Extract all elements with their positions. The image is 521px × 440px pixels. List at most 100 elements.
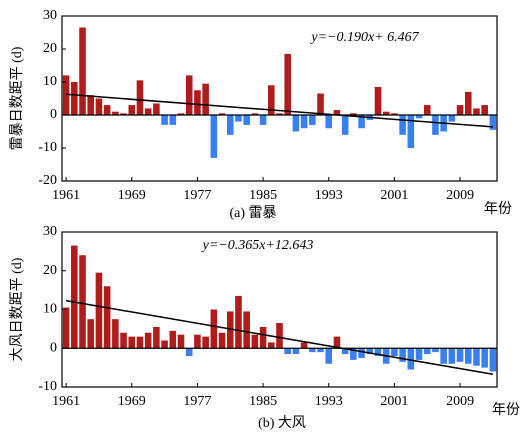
bar [153,326,160,349]
bar [374,348,382,356]
bar [62,75,70,115]
y-tick-label: 10 [43,74,57,89]
bar [432,348,439,353]
bar [251,334,259,349]
bar [144,108,152,115]
bar [481,348,488,368]
bar [268,342,275,349]
bar [153,103,160,115]
bar [259,115,267,125]
bar [103,286,111,349]
chart-title: (b) 大风 [258,415,306,431]
bar [112,319,119,349]
bar [350,348,357,360]
bar [87,95,95,115]
y-tick-label: -10 [38,379,57,394]
bar [432,115,439,135]
bar [489,348,497,372]
bar [350,113,357,115]
x-tick-label: 1977 [183,188,211,203]
bar [284,348,291,355]
bar [103,105,111,115]
bar [317,93,324,115]
bar [407,348,415,370]
bar [136,336,144,349]
bar [374,86,382,115]
y-tick-label: 30 [43,8,57,23]
bar [194,334,201,349]
bar [448,348,456,364]
bar [276,323,283,349]
bar [79,27,86,115]
y-axis-label: 雷暴日数距平 (d) [9,46,25,150]
bar [415,348,423,360]
x-tick-label: 2001 [380,188,408,203]
bar [292,348,300,355]
bar [309,115,316,125]
y-tick-label: 20 [43,41,57,56]
bar [358,348,365,358]
bar [456,348,464,362]
x-tick-label: 2001 [380,394,408,409]
bar [235,115,242,122]
bar [243,311,250,349]
bar [325,115,333,129]
bar [333,110,341,115]
bar [399,115,406,135]
bar [210,309,218,349]
bar [292,115,300,132]
bar [87,319,95,349]
y-tick-label: -20 [38,173,57,188]
bar [407,115,415,148]
bar [226,115,234,135]
x-tick-label: 1969 [118,188,146,203]
bar [226,311,234,349]
bar [259,326,267,349]
bar [169,330,177,349]
bar [325,348,333,364]
bar [464,348,472,364]
bar [71,245,78,349]
bar [423,105,431,115]
bar [235,295,242,349]
bar [136,80,144,115]
y-tick-label: 20 [43,263,57,278]
x-tick-label: 1961 [52,188,80,203]
bar [284,53,291,115]
bar [268,85,275,115]
x-tick-label: 1961 [52,394,80,409]
bar [473,108,480,115]
bar [276,113,283,115]
y-tick-label: 0 [50,340,57,355]
bar [194,90,201,115]
trend-line [65,299,494,375]
y-tick-label: 0 [50,107,57,122]
bar [341,115,349,135]
bar [169,115,177,125]
bar [185,75,193,115]
bar [423,348,431,355]
bar [251,113,259,115]
x-tick-label: 1977 [183,394,211,409]
bar [481,105,488,115]
bar [112,111,119,115]
x-tick-label: 1985 [249,394,277,409]
bar [95,272,103,349]
bar [202,336,209,349]
x-axis-label: 年份 [484,201,512,217]
bar [473,348,480,366]
x-tick-label: 1985 [249,188,277,203]
bar [456,105,464,115]
trend-line [66,93,493,128]
bar [300,115,308,129]
y-tick-label: 30 [43,224,57,239]
bar [415,115,423,119]
bar [95,98,103,115]
bar [177,113,185,115]
bar [128,336,136,349]
x-tick-label: 2009 [446,394,474,409]
bar [210,115,218,158]
bar [317,348,324,353]
bar [464,91,472,115]
